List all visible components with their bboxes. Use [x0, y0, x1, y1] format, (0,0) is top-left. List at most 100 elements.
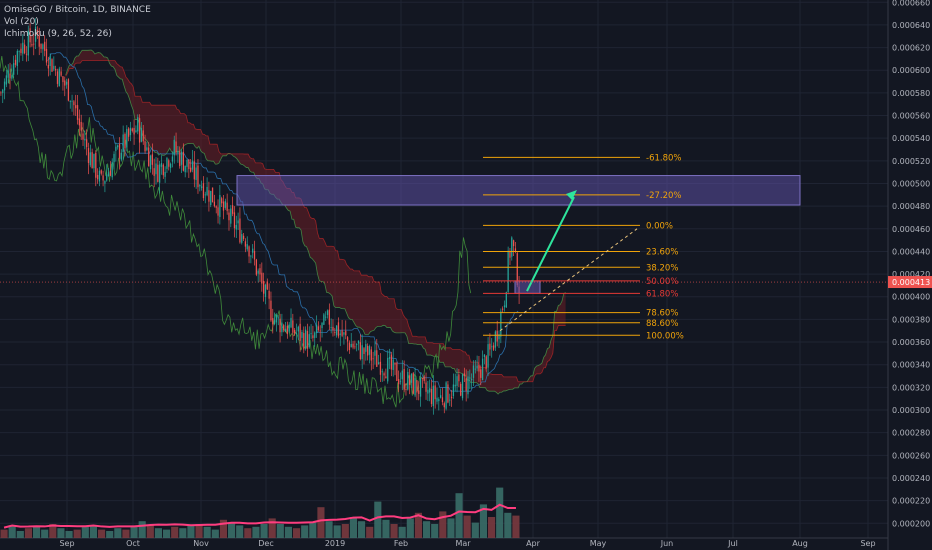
- candle-body: [53, 65, 55, 70]
- candle-body: [224, 201, 226, 208]
- candle-body: [377, 362, 380, 364]
- volume-bar: [382, 519, 390, 538]
- candle-body: [87, 148, 90, 163]
- candle-body: [407, 371, 409, 390]
- candle-body: [277, 317, 279, 319]
- x-tick-label: Sep: [860, 539, 875, 548]
- fib-level-label: 38.20%: [646, 263, 678, 273]
- candle-body: [496, 330, 498, 342]
- candle-body: [292, 320, 294, 333]
- candle-body: [253, 251, 256, 260]
- volume-bar: [154, 528, 162, 538]
- candle-body: [503, 305, 506, 308]
- candle-body: [423, 376, 425, 381]
- candle-body: [381, 371, 383, 373]
- volume-bar: [41, 529, 49, 538]
- candle-body: [480, 369, 482, 378]
- x-tick-label: Dec: [258, 539, 273, 548]
- grid: [0, 0, 888, 538]
- candle-body: [135, 130, 137, 132]
- candle-body: [419, 377, 422, 397]
- candle-body: [502, 308, 504, 310]
- candle-body: [84, 138, 86, 141]
- volume-indicator-label[interactable]: Vol (20): [4, 17, 39, 27]
- volume-bar: [8, 525, 16, 538]
- candle-body: [392, 359, 394, 370]
- volume-bar: [260, 524, 268, 538]
- candle-body: [483, 354, 486, 358]
- candle-body: [401, 370, 403, 380]
- volume-bar: [512, 515, 520, 538]
- volume-bar: [211, 529, 219, 538]
- candle-body: [131, 128, 133, 131]
- candle-body: [200, 186, 203, 188]
- candle-body: [343, 332, 345, 335]
- candle-body: [173, 139, 175, 156]
- candle-body: [117, 145, 119, 148]
- candle-body: [65, 81, 68, 85]
- candle-body: [89, 152, 91, 166]
- candle-body: [168, 160, 170, 167]
- volume-bar: [187, 525, 195, 538]
- candle-body: [359, 342, 361, 360]
- candle-body: [430, 389, 433, 404]
- symbol-title[interactable]: OmiseGO / Bitcoin, 1D, BINANCE: [4, 5, 151, 15]
- candle-body: [463, 373, 465, 377]
- candle-body: [418, 390, 420, 394]
- x-tick-label: Nov: [193, 539, 209, 548]
- projection-arrow-head: [566, 190, 577, 200]
- volume-bar: [130, 526, 138, 538]
- candle-body: [153, 168, 155, 176]
- fib-level-label: 50.00%: [646, 277, 678, 287]
- candle-body: [516, 253, 518, 286]
- volume-bar: [496, 487, 504, 538]
- candle-body: [396, 362, 398, 381]
- volume-bar: [244, 528, 252, 538]
- fib-level-label: -61.80%: [646, 153, 681, 163]
- volume-bar: [228, 522, 236, 538]
- y-tick-label: 0.000340: [892, 361, 930, 370]
- fib-level-label: 88.60%: [646, 319, 678, 329]
- y-tick-label: 0.000220: [892, 497, 930, 506]
- candle-body: [321, 322, 323, 329]
- volume-bar: [349, 517, 357, 538]
- candle-body: [315, 324, 318, 334]
- volume-bar: [236, 525, 244, 538]
- candle-body: [429, 388, 431, 393]
- plot-area: [0, 0, 888, 538]
- candle-body: [363, 348, 365, 354]
- candle-body: [441, 397, 444, 403]
- volume-bar: [122, 529, 130, 538]
- candle-body: [252, 248, 254, 253]
- candle-body: [160, 162, 163, 167]
- candle-body: [365, 344, 367, 352]
- candle-body: [511, 237, 513, 257]
- candle-body: [500, 311, 502, 337]
- candle-body: [211, 187, 214, 203]
- candle-body: [36, 29, 39, 35]
- candle-body: [279, 318, 281, 333]
- candle-body: [266, 281, 268, 290]
- y-tick-label: 0.000320: [892, 383, 930, 392]
- volume-bar: [73, 529, 81, 538]
- candle-body: [217, 207, 219, 216]
- candle-body: [49, 56, 51, 66]
- candle-body: [16, 50, 18, 66]
- candle-body: [124, 133, 126, 149]
- candle-body: [34, 26, 37, 42]
- candle-body: [390, 354, 393, 370]
- y-tick-label: 0.000640: [892, 21, 930, 30]
- candle-body: [273, 320, 276, 325]
- candle-body: [118, 143, 121, 159]
- y-tick-label: 0.000420: [892, 270, 930, 279]
- candle-body: [297, 326, 299, 332]
- kijun-line: [47, 52, 519, 392]
- candle-body: [264, 284, 267, 298]
- y-tick-label: 0.000500: [892, 179, 930, 188]
- candle-body: [436, 397, 438, 402]
- ichimoku-indicator-label[interactable]: Ichimoku (9, 26, 52, 26): [4, 29, 112, 39]
- candle-body: [372, 358, 374, 360]
- candle-body: [86, 139, 88, 148]
- y-tick-label: 0.000400: [892, 293, 930, 302]
